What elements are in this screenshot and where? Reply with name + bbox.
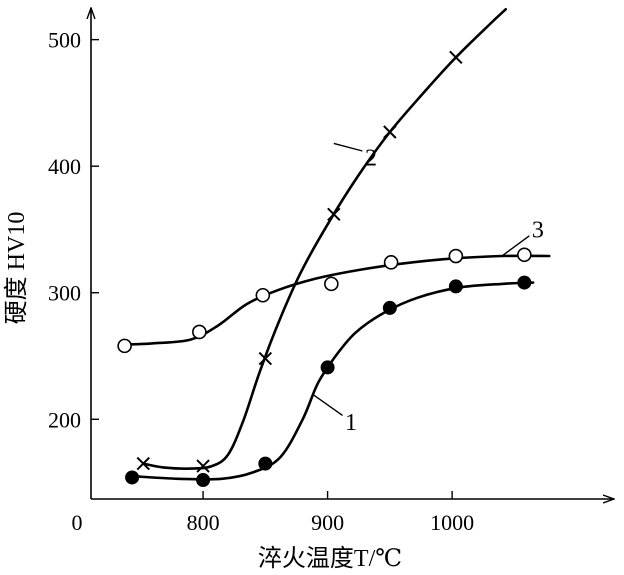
series-3-point	[192, 324, 207, 340]
series-3-leader	[501, 235, 530, 257]
x-axis-ticks: 800 900 1000	[187, 491, 474, 535]
y-axis-ticks: 200 300 400 500	[48, 28, 99, 432]
series-1-point	[448, 279, 463, 294]
series-1-leader	[313, 394, 343, 417]
series-2-label: 2	[365, 145, 377, 171]
series-2-point	[449, 50, 463, 65]
series-1-point	[125, 470, 140, 485]
series-1-point	[196, 473, 211, 488]
series-2-point	[136, 456, 151, 471]
y-axis-title: 硬度 HV10	[3, 212, 30, 325]
x-tick-label: 900	[311, 510, 344, 535]
series-1-point	[517, 275, 532, 290]
series-1-point	[382, 300, 397, 315]
y-tick-label: 200	[48, 407, 81, 432]
series-2-line	[142, 8, 507, 470]
series-1-point	[258, 456, 273, 471]
series-2-point	[196, 459, 210, 473]
series-1-line	[130, 281, 535, 481]
origin-label: 0	[72, 510, 83, 535]
series-3-point	[255, 287, 271, 303]
series-labels: 1 2 3	[313, 142, 544, 436]
y-tick-label: 500	[48, 28, 81, 53]
x-axis-title: 淬火温度T/℃	[258, 545, 402, 572]
y-tick-label: 300	[48, 281, 81, 306]
series-3-line	[123, 254, 551, 346]
series-curves	[123, 8, 551, 481]
series-1-point	[320, 360, 335, 375]
series-markers	[117, 50, 532, 488]
series-3-label: 3	[532, 217, 544, 243]
x-tick-label: 1000	[430, 510, 474, 535]
series-3-point	[117, 338, 132, 354]
series-2-point	[258, 351, 273, 366]
series-2-point	[327, 207, 341, 221]
series-3-point	[448, 248, 464, 264]
series-3-point	[324, 276, 339, 292]
series-1-label: 1	[345, 410, 357, 436]
series-2-point	[383, 125, 397, 139]
series-2-leader	[333, 142, 363, 152]
series-3-point	[383, 255, 399, 270]
x-tick-label: 800	[187, 510, 220, 535]
y-tick-label: 400	[48, 154, 81, 179]
series-3-point	[517, 247, 532, 263]
